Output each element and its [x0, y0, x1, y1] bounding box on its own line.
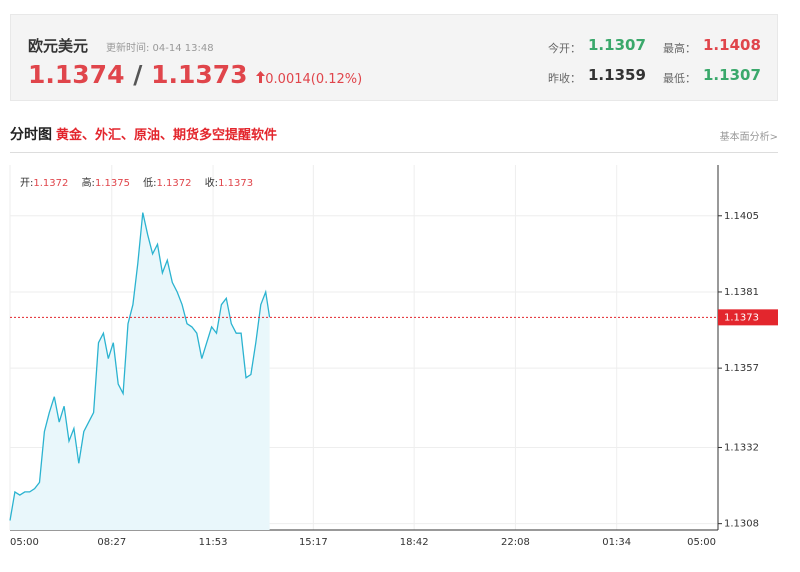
- price-line: 1.1374 / 1.1373 0.0014(0.12%): [28, 60, 362, 89]
- x-tick-label: 18:42: [400, 537, 429, 548]
- ohlc-value: 1.1372: [156, 178, 192, 189]
- y-tick-label: 1.1381: [724, 287, 759, 298]
- y-tick-label: 1.1357: [724, 363, 759, 374]
- x-tick-label: 01:34: [602, 537, 631, 548]
- x-tick-label: 22:08: [501, 537, 530, 548]
- section-heading: 分时图 黄金、外汇、原油、期货多空提醒软件: [10, 124, 277, 144]
- pair-title: 欧元美元: [28, 37, 89, 55]
- ohlc-label: 收:: [204, 178, 219, 189]
- y-tick-label: 1.1405: [724, 211, 759, 222]
- area-fill: [10, 212, 270, 530]
- ohlc-label: 低:: [143, 178, 157, 189]
- x-tick-label: 08:27: [97, 537, 126, 548]
- x-tick-label: 15:17: [299, 537, 328, 548]
- y-tick-label: 1.1332: [724, 442, 759, 453]
- ohlc-value: 1.1372: [33, 178, 69, 189]
- stat-label: 今开：: [548, 42, 581, 55]
- ask: 1.1373: [151, 60, 248, 89]
- stat-value: 1.1359: [588, 66, 646, 84]
- stat-value: 1.1307: [703, 66, 761, 84]
- stat-label: 昨收：: [548, 72, 581, 85]
- price-line: [9, 212, 271, 521]
- y-tick-label: 1.1308: [724, 519, 759, 530]
- section-title: 分时图: [10, 127, 52, 143]
- ohlc-info: 开:1.1372 高:1.1375 低:1.1372 收:1.1373: [20, 174, 263, 189]
- divider: [10, 152, 778, 153]
- last-price-box: [718, 309, 778, 326]
- x-tick-label: 05:00: [10, 537, 39, 548]
- ohlc-label: 开:: [20, 178, 34, 189]
- stat-label: 最低：: [663, 72, 696, 85]
- up-arrow: [256, 71, 266, 83]
- quote-header: 欧元美元 更新时间: 04-14 13:48 1.1374 / 1.1373 0…: [10, 14, 778, 101]
- x-tick-label: 11:53: [199, 537, 228, 548]
- stat-value: 1.1307: [588, 36, 646, 54]
- stat-label: 最高：: [663, 42, 696, 55]
- change: 0.0014(0.12%): [265, 72, 363, 87]
- x-tick-label: 05:00: [687, 537, 716, 548]
- stat-value: 1.1408: [703, 36, 761, 54]
- ohlc-label: 高:: [81, 178, 95, 189]
- analysis-link[interactable]: 基本面分析>: [719, 132, 778, 143]
- promo-link[interactable]: 黄金、外汇、原油、期货多空提醒软件: [56, 128, 278, 143]
- separator: /: [133, 60, 143, 89]
- update-time: 更新时间: 04-14 13:48: [106, 43, 214, 54]
- ohlc-value: 1.1375: [94, 178, 130, 189]
- last-price-label: 1.1373: [724, 312, 759, 323]
- ohlc-value: 1.1373: [218, 178, 254, 189]
- bid: 1.1374: [28, 60, 125, 89]
